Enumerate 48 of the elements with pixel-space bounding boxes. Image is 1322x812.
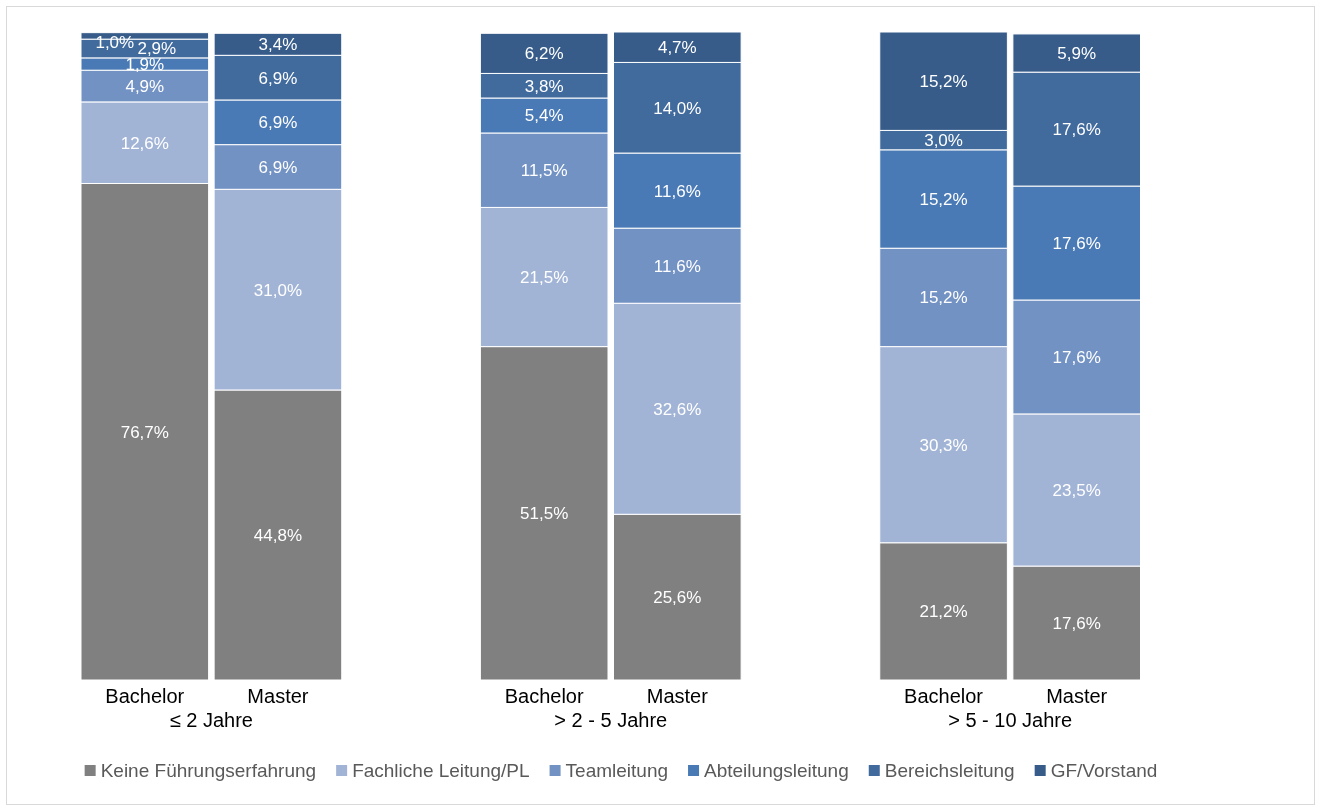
x-tick-label: Bachelor <box>904 685 984 707</box>
data-label: 3,4% <box>258 35 298 55</box>
data-label: 17,6% <box>1052 233 1101 253</box>
data-label: 76,7% <box>120 422 169 442</box>
data-label: 5,9% <box>1057 43 1097 63</box>
data-label: 6,9% <box>258 157 298 177</box>
data-label: 15,2% <box>919 72 968 92</box>
data-label: 31,0% <box>253 280 303 300</box>
data-label: 11,6% <box>653 181 701 201</box>
legend-label: GF/Vorstand <box>1050 759 1158 781</box>
data-label: 51,5% <box>520 504 569 524</box>
x-tick-label: Master <box>1046 685 1108 707</box>
x-tick-label: Bachelor <box>504 685 584 707</box>
x-tick-label: Master <box>646 685 709 707</box>
x-tick-label: Bachelor <box>105 685 185 707</box>
data-label: 17,6% <box>1052 347 1101 367</box>
data-label: 5,4% <box>524 106 564 126</box>
data-label: 17,6% <box>1052 120 1101 140</box>
data-label: 14,0% <box>653 98 702 118</box>
data-label: 15,2% <box>919 189 968 209</box>
data-label: 6,9% <box>258 68 298 88</box>
data-label: 12,6% <box>120 133 169 153</box>
text: > 2 - 5 Jahre <box>554 709 668 731</box>
data-label: 44,8% <box>253 525 303 545</box>
legend-label: Fachliche Leitung/PL <box>352 759 530 781</box>
data-label: 3,8% <box>524 76 564 96</box>
data-label: 32,6% <box>653 399 702 419</box>
data-label: 6,9% <box>258 113 298 133</box>
data-label: 15,2% <box>919 288 968 308</box>
data-label: 21,2% <box>919 602 968 622</box>
legend-label: Abteilungsleitung <box>704 759 849 781</box>
legend-label: Keine Führungserfahrung <box>100 759 317 781</box>
legend-label: Teamleitung <box>565 759 669 781</box>
data-label: 4,9% <box>125 77 165 96</box>
text: > 5 - 10 Jahre <box>948 709 1073 731</box>
x-tick-label: Master <box>247 685 309 707</box>
data-label: 17,6% <box>1052 613 1101 633</box>
data-label: 11,6% <box>653 256 701 276</box>
data-label: 23,5% <box>1052 480 1101 500</box>
legend-label: Bereichsleitung <box>884 759 1015 781</box>
data-label: 30,3% <box>919 435 968 455</box>
data-label: 21,5% <box>520 267 569 287</box>
text: ≤ 2 Jahre <box>169 709 253 731</box>
data-label: 4,7% <box>657 38 697 58</box>
data-label: 3,0% <box>924 131 963 151</box>
data-label: 6,2% <box>524 44 564 64</box>
data-label: 25,6% <box>653 588 702 608</box>
data-label: 11,5% <box>520 161 568 181</box>
